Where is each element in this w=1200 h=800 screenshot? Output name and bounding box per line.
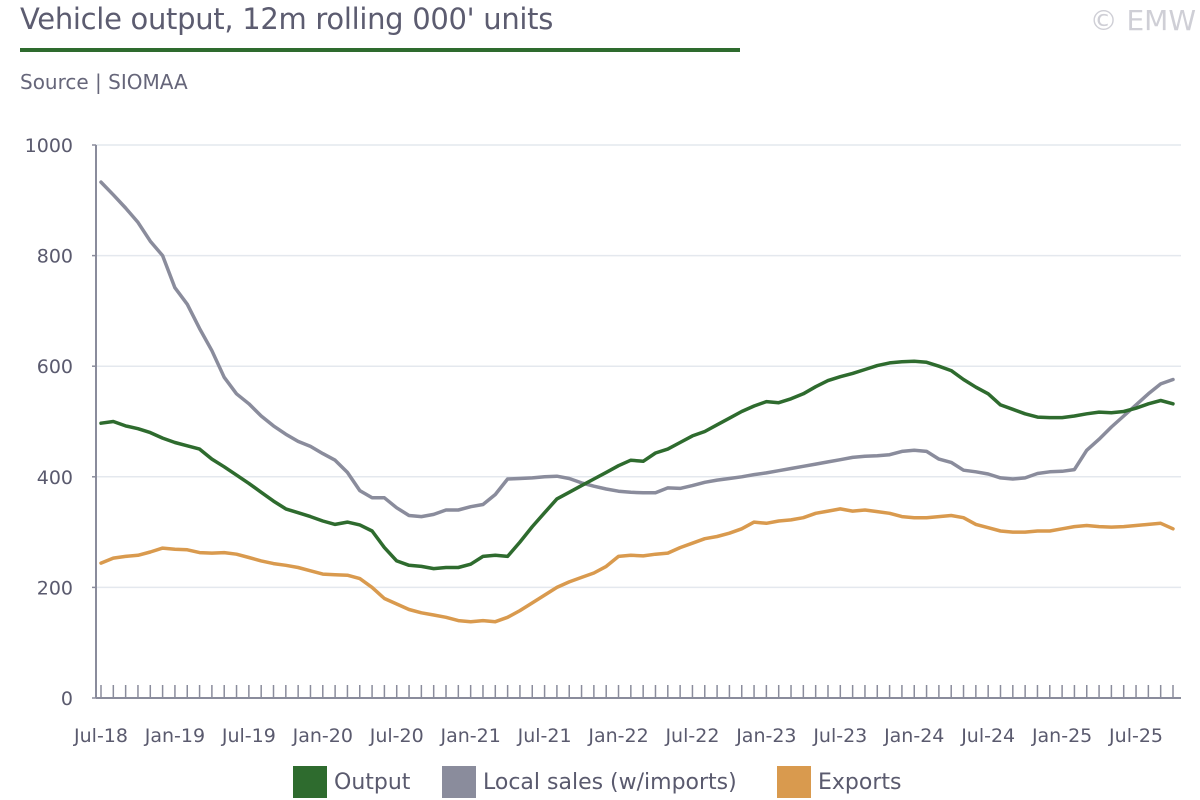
legend-item-output[interactable]: Output xyxy=(293,766,410,798)
gridlines xyxy=(96,144,1181,589)
x-tick-label: Jul-21 xyxy=(517,725,572,747)
y-tick-label: 800 xyxy=(37,246,73,268)
legend-item-local-sales[interactable]: Local sales (w/imports) xyxy=(442,766,737,798)
line-chart: 0 200 400 600 800 1000 Jul-18 Jan-19 Jul-19 Jan-… xyxy=(25,135,1181,747)
y-tick-label: 600 xyxy=(37,356,73,378)
legend-swatch-local-sales xyxy=(442,766,476,798)
x-tick-label: Jan-25 xyxy=(1031,725,1092,747)
series-line-output[interactable] xyxy=(99,359,1175,571)
legend-swatch-exports xyxy=(777,766,811,798)
x-tick-label: Jan-21 xyxy=(439,725,500,747)
x-tick-label: Jul-19 xyxy=(221,725,276,747)
chart-legend: Output Local sales (w/imports) Exports xyxy=(0,762,1200,800)
x-tick-label: Jul-18 xyxy=(73,725,128,747)
y-tick-label: 200 xyxy=(37,577,73,599)
y-tick-label: 0 xyxy=(61,688,73,710)
series-line-exports[interactable] xyxy=(99,507,1175,624)
legend-label-local-sales: Local sales (w/imports) xyxy=(483,769,737,795)
y-axis: 0 200 400 600 800 1000 xyxy=(25,135,97,710)
x-tick-label: Jul-22 xyxy=(664,725,719,747)
x-tick-label: Jul-23 xyxy=(812,725,867,747)
x-tick-label: Jul-20 xyxy=(369,725,424,747)
x-tick-label: Jan-23 xyxy=(735,725,796,747)
title-underline xyxy=(20,48,740,52)
legend-label-exports: Exports xyxy=(818,769,902,795)
x-tick-label: Jul-25 xyxy=(1108,725,1163,747)
x-tick-label: Jan-20 xyxy=(292,725,353,747)
y-tick-label: 1000 xyxy=(25,135,73,157)
x-tick-label: Jan-24 xyxy=(883,725,944,747)
chart-title: Vehicle output, 12m rolling 000' units xyxy=(20,2,554,36)
legend-item-exports[interactable]: Exports xyxy=(777,766,901,798)
x-tick-label: Jan-19 xyxy=(144,725,205,747)
copyright-watermark: © EMW xyxy=(1089,4,1196,37)
series-lines xyxy=(99,180,1175,624)
x-axis: Jul-18 Jan-19 Jul-19 Jan-20 Jul-20 Jan-21 Jul-… xyxy=(73,685,1181,747)
y-tick-label: 400 xyxy=(37,467,73,489)
legend-swatch-output xyxy=(293,766,327,798)
series-line-local-sales-w-imports[interactable] xyxy=(99,180,1175,519)
x-tick-label: Jan-22 xyxy=(587,725,648,747)
legend-label-output: Output xyxy=(334,769,411,795)
x-tick-label: Jul-24 xyxy=(960,725,1015,747)
chart-source: Source | SIOMAA xyxy=(20,70,188,94)
